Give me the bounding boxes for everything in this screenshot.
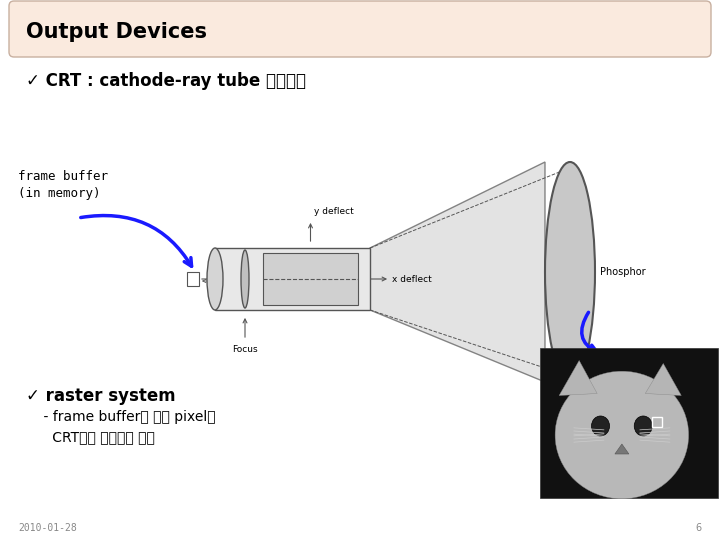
FancyBboxPatch shape — [187, 272, 199, 286]
Text: x deflect: x deflect — [392, 274, 432, 284]
Text: frame buffer
(in memory): frame buffer (in memory) — [18, 170, 108, 200]
Ellipse shape — [545, 162, 595, 382]
Text: 2010-01-28: 2010-01-28 — [18, 523, 77, 533]
Text: ✓ CRT : cathode-ray tube 음극선관: ✓ CRT : cathode-ray tube 음극선관 — [26, 72, 306, 90]
Text: Phosphor: Phosphor — [600, 267, 646, 277]
Text: y deflect: y deflect — [315, 207, 354, 216]
Polygon shape — [615, 444, 629, 454]
FancyBboxPatch shape — [9, 1, 711, 57]
Text: Focus: Focus — [232, 345, 258, 354]
Ellipse shape — [207, 248, 223, 310]
Text: - frame buffer의 모든 pixel을
      CRT에서 순서대로 출력: - frame buffer의 모든 pixel을 CRT에서 순서대로 출력 — [26, 410, 215, 444]
Polygon shape — [540, 348, 718, 498]
Text: 6: 6 — [696, 523, 702, 533]
Polygon shape — [263, 253, 358, 305]
Text: Output Devices: Output Devices — [26, 22, 207, 42]
Ellipse shape — [555, 372, 688, 499]
Ellipse shape — [592, 416, 610, 436]
Text: Electron gun: Electron gun — [208, 276, 266, 286]
Ellipse shape — [241, 250, 249, 308]
Polygon shape — [559, 361, 597, 395]
Polygon shape — [370, 162, 545, 382]
Polygon shape — [215, 248, 370, 310]
Ellipse shape — [634, 416, 652, 436]
Polygon shape — [645, 363, 681, 395]
Text: ✓ raster system: ✓ raster system — [26, 387, 176, 405]
